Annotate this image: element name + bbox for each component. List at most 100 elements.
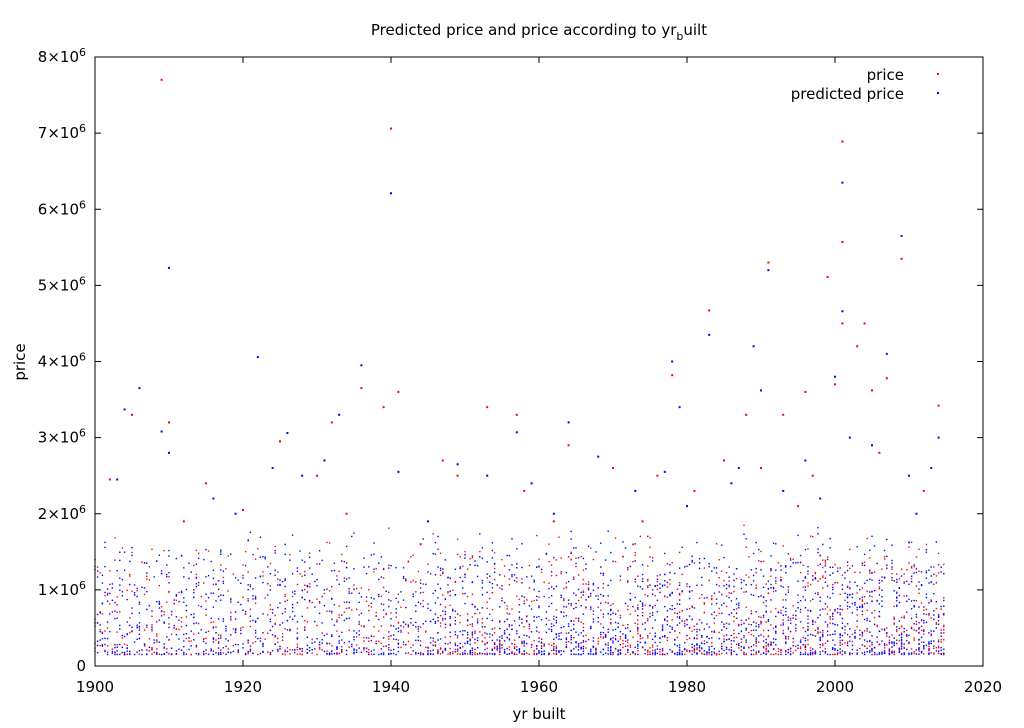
- predicted-price-point: [819, 563, 821, 565]
- price-point: [304, 584, 306, 586]
- price-point: [205, 652, 207, 655]
- predicted-price-point: [789, 653, 792, 656]
- predicted-price-point: [380, 603, 383, 605]
- predicted-price-point: [750, 593, 753, 596]
- predicted-price-point: [493, 653, 496, 655]
- price-point: [846, 642, 849, 645]
- predicted-price-point: [804, 586, 807, 588]
- predicted-price-point: [654, 651, 656, 653]
- price-point: [99, 572, 101, 574]
- predicted-price-point: [661, 628, 664, 630]
- predicted-price-point: [434, 613, 437, 615]
- predicted-price-point: [365, 650, 368, 653]
- predicted-price-point: [775, 580, 777, 582]
- predicted-price-point: [915, 653, 918, 655]
- predicted-price-point: [854, 581, 856, 584]
- predicted-price-point: [809, 609, 812, 612]
- predicted-price-point: [785, 607, 787, 610]
- price-point: [412, 579, 414, 582]
- price-point: [242, 564, 244, 566]
- predicted-price-point: [745, 619, 747, 621]
- predicted-price-point: [506, 628, 508, 631]
- predicted-price-point: [439, 569, 442, 571]
- price-point: [841, 643, 844, 645]
- predicted-price-point: [417, 635, 420, 638]
- predicted-price-point: [503, 621, 506, 623]
- predicted-price-point: [627, 651, 629, 654]
- predicted-price-point: [101, 637, 104, 640]
- predicted-price-point: [437, 632, 439, 634]
- price-point: [718, 607, 720, 610]
- predicted-price-point: [141, 649, 143, 651]
- predicted-price-point: [333, 652, 336, 655]
- price-point: [439, 653, 442, 655]
- predicted-price-point: [930, 634, 932, 636]
- price-point: [906, 568, 908, 571]
- price-point: [595, 649, 597, 651]
- price-point: [647, 586, 649, 589]
- price-point: [590, 595, 592, 597]
- predicted-price-point: [370, 650, 373, 652]
- predicted-price-point: [762, 575, 765, 577]
- predicted-price-point: [824, 621, 827, 623]
- predicted-price-point: [661, 585, 664, 587]
- predicted-price-point: [284, 578, 286, 580]
- predicted-price-point: [721, 629, 723, 631]
- predicted-price-point: [336, 647, 338, 649]
- predicted-price-point: [878, 610, 881, 613]
- price-point: [274, 636, 276, 638]
- predicted-price-point: [225, 627, 227, 630]
- predicted-price-point: [279, 579, 281, 581]
- predicted-price-point: [397, 650, 400, 653]
- price-point: [691, 606, 693, 608]
- price-point: [116, 604, 118, 606]
- predicted-price-point: [570, 653, 572, 655]
- predicted-price-point: [528, 605, 531, 607]
- predicted-price-point: [930, 630, 932, 632]
- predicted-price-point: [284, 579, 286, 582]
- price-point: [550, 564, 553, 566]
- predicted-price-point: [264, 556, 266, 558]
- predicted-price-point: [538, 615, 540, 618]
- predicted-price-point: [304, 561, 306, 563]
- predicted-price-point: [632, 652, 634, 654]
- predicted-price-point: [577, 646, 580, 648]
- price-point: [348, 646, 350, 648]
- predicted-price-point: [99, 639, 101, 641]
- predicted-price-point: [654, 649, 656, 651]
- predicted-price-point: [392, 648, 395, 651]
- predicted-price-point: [799, 608, 802, 611]
- y-tick-label: 6×106: [38, 198, 86, 218]
- predicted-price-point: [138, 612, 141, 614]
- price-point: [284, 649, 286, 651]
- price-point: [807, 628, 809, 630]
- predicted-price-point: [318, 550, 321, 552]
- predicted-price-point: [918, 647, 920, 649]
- price-point: [148, 650, 151, 652]
- predicted-price-point: [237, 601, 239, 603]
- predicted-price-point: [832, 618, 834, 620]
- price-point: [565, 644, 568, 646]
- predicted-price-point: [822, 635, 824, 638]
- predicted-price-point: [481, 579, 484, 582]
- predicted-price-point: [358, 647, 360, 649]
- predicted-price-point: [861, 596, 864, 599]
- predicted-price-point: [654, 604, 656, 607]
- predicted-price-point: [797, 561, 799, 564]
- price-point: [703, 603, 706, 605]
- price-point: [649, 537, 651, 539]
- price-point: [365, 600, 368, 602]
- price-point: [555, 652, 558, 654]
- predicted-price-point: [555, 636, 558, 639]
- price-point: [296, 583, 299, 586]
- price-point: [373, 626, 375, 628]
- price-point: [651, 653, 654, 656]
- predicted-price-point: [560, 596, 562, 599]
- price-point: [528, 564, 531, 567]
- predicted-price-point: [896, 597, 898, 599]
- predicted-price-point: [629, 630, 632, 632]
- price-point: [688, 627, 691, 629]
- predicted-price-point: [654, 632, 656, 634]
- price-point: [878, 588, 881, 590]
- price-point: [249, 648, 252, 651]
